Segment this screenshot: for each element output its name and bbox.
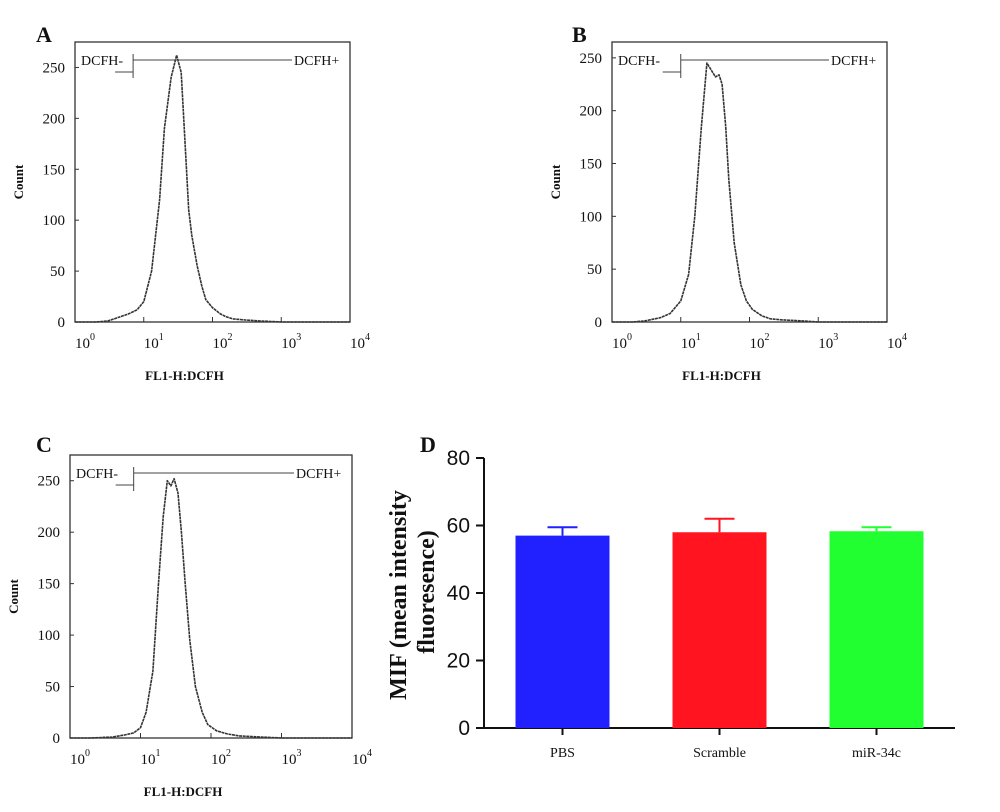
y-tick-label: 150 [580,157,603,173]
y-axis-ticks: 0 20 40 60 80 [447,447,484,740]
gate-label-negative: DCFH- [76,467,118,482]
x-tick-label: 101 [144,332,164,352]
x-tick-label: 104 [352,748,372,768]
y-axis-title-line-2: fluoresence) [414,530,440,654]
x-tick-label: miR-34c [852,746,901,761]
y-tick-label: 50 [45,680,60,696]
histogram-curve [75,54,350,323]
gate-marker [662,54,829,78]
y-tick-label: 250 [38,474,61,490]
panel-letter-b: B [572,22,587,47]
y-axis-title-line-1: MIF (mean intensity [386,490,412,700]
y-tick-label: 200 [43,111,66,127]
x-tick-label: 101 [681,332,701,352]
x-tick-label: 104 [350,332,370,352]
x-axis-ticks: 100 101 102 103 104 [74,317,370,352]
panel-letter-a: A [36,22,52,47]
x-tick-label: 101 [141,748,161,768]
x-tick-label: 103 [282,748,302,768]
y-tick-label: 150 [43,162,66,178]
histogram-curve [70,477,352,739]
y-tick-label: 40 [447,582,470,605]
y-tick-label: 80 [447,447,470,470]
y-tick-label: 0 [595,315,603,331]
y-tick-label: 50 [50,264,65,280]
x-axis-title: FL1-H:DCFH [144,784,223,799]
bar-pbs [515,535,610,728]
y-tick-label: 250 [43,60,66,76]
y-tick-label: 50 [587,262,602,278]
x-axis-title: FL1-H:DCFH [145,368,224,383]
y-axis-ticks: 0 50 100 150 200 250 [43,60,79,331]
y-tick-label: 60 [447,515,470,538]
panel-letter-c: C [36,432,52,457]
y-tick-label: 100 [43,213,66,229]
x-tick-label: 102 [750,332,770,352]
bar-chart-panel-d: 0 20 40 60 80 PBS Scramble miR-34c MIF (mean i… [386,447,955,761]
x-tick-label: Scramble [693,746,746,761]
x-axis-ticks: 100 101 102 103 104 [69,733,372,768]
histogram-panel-b: 0 50 100 150 200 250 100 101 102 103 104 DCFH- DC… [548,41,907,383]
y-axis-title: MIF (mean intensity fluoresence) [386,484,440,700]
gate-label-negative: DCFH- [618,54,660,69]
x-tick-label: 100 [75,332,95,352]
panel-letter-d: D [420,432,436,457]
histogram-panel-a: 0 50 100 150 200 250 100 101 102 103 104 DCFH- DC… [11,41,370,383]
gate-label-negative: DCFH- [81,54,123,69]
y-tick-label: 20 [447,650,470,673]
gate-marker [115,467,294,491]
x-tick-label: 102 [213,332,233,352]
x-tick-label: 104 [887,332,907,352]
bars [515,517,924,728]
histogram-curve [612,62,887,323]
bar-mir-34c [829,531,924,728]
y-tick-label: 200 [38,525,61,541]
y-tick-label: 100 [38,628,61,644]
x-tick-label: 103 [281,332,301,352]
gate-label-positive: DCFH+ [296,467,341,482]
x-tick-label: 100 [70,748,90,768]
gate-label-positive: DCFH+ [294,54,339,69]
y-axis-ticks: 0 50 100 150 200 250 [580,51,616,331]
y-tick-label: 0 [58,315,66,331]
y-tick-label: 0 [53,731,61,747]
x-tick-label: PBS [550,746,575,761]
x-axis-ticks: PBS Scramble miR-34c [550,728,901,761]
gate-marker [115,54,292,78]
x-axis-title: FL1-H:DCFH [682,368,761,383]
gate-label-positive: DCFH+ [831,54,876,69]
plot-frame [74,41,351,323]
x-tick-label: 102 [211,748,231,768]
y-tick-label: 0 [458,717,470,740]
y-tick-label: 200 [580,104,603,120]
histogram-panel-c: 0 50 100 150 200 250 100 101 102 103 104 DCFH- DC… [6,454,372,799]
x-tick-label: 100 [612,332,632,352]
x-axis-ticks: 100 101 102 103 104 [611,317,907,352]
y-tick-label: 150 [38,577,61,593]
y-axis-ticks: 0 50 100 150 200 250 [38,474,74,747]
y-tick-label: 100 [580,209,603,225]
x-tick-label: 103 [818,332,838,352]
y-axis-title: Count [11,164,26,199]
bar-scramble [672,532,767,728]
y-tick-label: 250 [580,51,603,67]
y-axis-title: Count [6,578,21,613]
y-axis-title: Count [548,164,563,199]
plot-frame [69,454,353,739]
plot-frame [611,41,888,323]
